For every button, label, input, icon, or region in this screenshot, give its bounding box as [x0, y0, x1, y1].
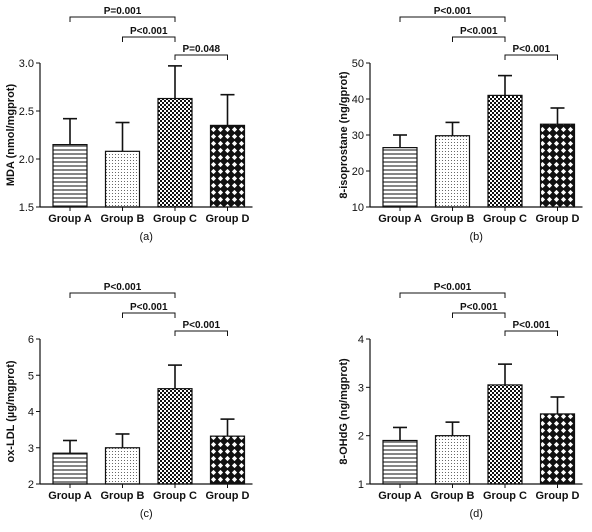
significance-label: P<0.001 [130, 302, 168, 313]
bar-group-c [487, 94, 523, 208]
significance-bracket [452, 36, 506, 42]
x-tick-label: Group A [378, 490, 422, 502]
x-tick-label: Group B [431, 490, 475, 502]
significance-bracket [399, 16, 506, 22]
y-axis-label: ox-LDL (µg/mgprot) [5, 360, 17, 462]
x-tick-label: Group C [153, 490, 197, 502]
x-tick-label: Group B [101, 213, 145, 225]
panel-caption: (d) [470, 508, 483, 520]
chart-panel-1: Group A Group B Group C Group D 1.5 2.0 2.5 3.0… [5, 6, 253, 243]
x-tick-label: Group B [431, 213, 475, 225]
panel-caption: (b) [470, 231, 483, 243]
significance-bracket [69, 292, 176, 298]
bar-group-a [52, 452, 88, 485]
y-tick-label: 2 [358, 431, 364, 443]
significance-bracket [174, 330, 228, 336]
x-tick-label: Group C [483, 490, 527, 502]
significance-label: P<0.001 [434, 282, 472, 293]
y-tick-label: 40 [352, 94, 364, 106]
y-tick-label: 4 [358, 334, 364, 346]
y-tick-label: 2 [28, 479, 34, 491]
significance-bracket [504, 330, 558, 336]
y-tick-label: 3 [358, 382, 364, 394]
bar-group-a [382, 147, 418, 208]
x-tick-label: Group D [536, 213, 580, 225]
significance-label: P<0.001 [512, 44, 550, 55]
bar-group-b [104, 447, 141, 485]
y-tick-label: 10 [352, 202, 364, 214]
significance-bracket [504, 54, 558, 60]
panel-caption: (a) [140, 231, 153, 243]
chart-panel-2: Group A Group B Group C Group D 10 20 30 40 508-… [338, 6, 583, 243]
y-tick-label: 3 [28, 443, 34, 455]
bar-group-d [539, 413, 576, 485]
significance-bracket [69, 16, 176, 22]
significance-label: P<0.001 [104, 282, 142, 293]
bar-group-a [382, 439, 418, 485]
significance-label: P<0.001 [434, 6, 472, 17]
x-tick-label: Group A [378, 213, 422, 225]
bar-group-c [157, 97, 193, 208]
chart-panel-4: Group A Group B Group C Group D 1 2 3 4 8-OHdG (… [338, 282, 583, 520]
bar-group-b [434, 135, 471, 208]
bar-group-b [104, 150, 141, 208]
significance-bracket [452, 312, 506, 318]
x-tick-label: Group A [48, 490, 92, 502]
y-tick-label: 1.5 [19, 202, 34, 214]
significance-label: P<0.001 [460, 26, 498, 37]
y-axis-label: 8-OHdG (ng/mgprot) [338, 358, 350, 465]
bar-group-c [487, 384, 523, 485]
x-tick-label: Group D [536, 490, 580, 502]
significance-bracket [399, 292, 506, 298]
y-axis-label: 8-isoprostane (ng/gprot) [338, 71, 350, 198]
y-tick-label: 3.0 [19, 58, 34, 70]
significance-label: P<0.001 [182, 320, 220, 331]
y-tick-label: 2.0 [19, 154, 34, 166]
panel-caption: (c) [140, 508, 153, 520]
y-tick-label: 30 [352, 130, 364, 142]
y-tick-label: 4 [28, 407, 34, 419]
y-tick-label: 6 [28, 334, 34, 346]
bar-group-d [209, 435, 246, 485]
y-tick-label: 5 [28, 370, 34, 382]
significance-label: P=0.048 [182, 44, 220, 55]
x-tick-label: Group D [206, 490, 250, 502]
y-axis-label: MDA (nmol/mgprot) [5, 84, 17, 187]
chart-panel-3: Group A Group B Group C Group D 2 3 4 5 6 ox-LDL … [5, 282, 253, 520]
x-tick-label: Group C [153, 213, 197, 225]
significance-bracket [122, 36, 176, 42]
y-tick-label: 20 [352, 166, 364, 178]
bar-group-b [434, 435, 471, 485]
x-tick-label: Group A [48, 213, 92, 225]
x-tick-label: Group B [101, 490, 145, 502]
significance-label: P<0.001 [512, 320, 550, 331]
significance-bracket [122, 312, 176, 318]
significance-bracket [174, 54, 228, 60]
y-tick-label: 2.5 [19, 106, 34, 118]
significance-label: P<0.001 [460, 302, 498, 313]
y-tick-label: 50 [352, 58, 364, 70]
x-tick-label: Group D [206, 213, 250, 225]
significance-label: P<0.001 [130, 26, 168, 37]
bar-group-d [209, 124, 246, 208]
bar-group-d [539, 123, 576, 208]
bar-group-c [157, 388, 193, 485]
significance-label: P=0.001 [104, 6, 142, 17]
bar-group-a [52, 144, 88, 208]
x-tick-label: Group C [483, 213, 527, 225]
y-tick-label: 1 [358, 479, 364, 491]
